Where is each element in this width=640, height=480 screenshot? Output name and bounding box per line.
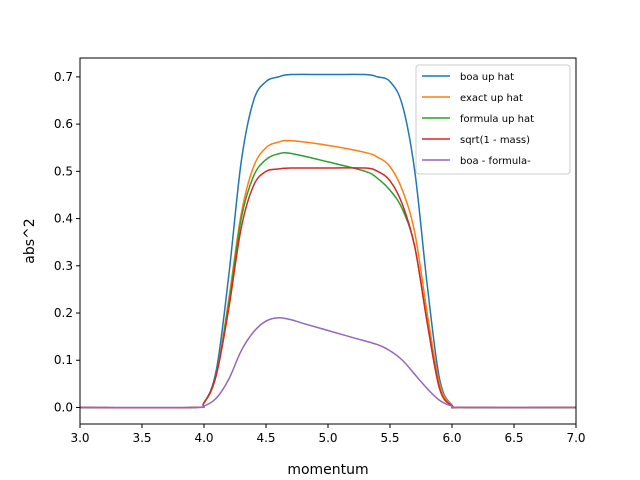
series-line-4 bbox=[79, 167, 577, 409]
y-tick-label: 0.3 bbox=[54, 259, 73, 273]
y-tick-label: 0.6 bbox=[54, 117, 73, 131]
y-tick-label: 0.7 bbox=[54, 70, 73, 84]
x-axis-ticks: 3.0 3.5 4.0 4.5 5.0 5.5 6.0 6.5 7.0 bbox=[70, 424, 586, 445]
x-tick-label: 7.0 bbox=[566, 431, 585, 445]
legend-box bbox=[415, 64, 571, 175]
legend: boa up hat exact up hat formula up hat sqrt… bbox=[415, 64, 571, 175]
x-tick-label: 3.5 bbox=[132, 431, 151, 445]
series-lines bbox=[79, 73, 577, 409]
x-tick-label: 6.5 bbox=[504, 431, 523, 445]
y-tick-label: 0.4 bbox=[54, 212, 73, 226]
series-line-1 bbox=[79, 73, 577, 409]
x-tick-label: 3.0 bbox=[70, 431, 89, 445]
y-tick-label: 0.5 bbox=[54, 164, 73, 178]
x-tick-label: 6.0 bbox=[442, 431, 461, 445]
legend-label-4: sqrt(1 - mass) bbox=[460, 135, 530, 146]
x-axis-label: momentum bbox=[287, 462, 368, 478]
y-tick-label: 0.2 bbox=[54, 306, 73, 320]
legend-label-2: exact up hat bbox=[460, 93, 523, 104]
x-tick-label: 5.0 bbox=[318, 431, 337, 445]
x-tick-label: 4.0 bbox=[194, 431, 213, 445]
y-tick-label: 0.0 bbox=[54, 400, 73, 414]
legend-label-5: boa - formula- bbox=[460, 156, 531, 167]
y-axis-ticks: 0.0 0.1 0.2 0.3 0.4 0.5 0.6 0.7 bbox=[54, 70, 80, 414]
y-axis-label: abs^2 bbox=[22, 218, 38, 263]
legend-label-3: formula up hat bbox=[460, 114, 534, 125]
y-tick-label: 0.1 bbox=[54, 353, 73, 367]
x-tick-label: 4.5 bbox=[256, 431, 275, 445]
legend-label-1: boa up hat bbox=[460, 72, 514, 83]
series-line-5 bbox=[79, 316, 577, 409]
x-tick-label: 5.5 bbox=[380, 431, 399, 445]
